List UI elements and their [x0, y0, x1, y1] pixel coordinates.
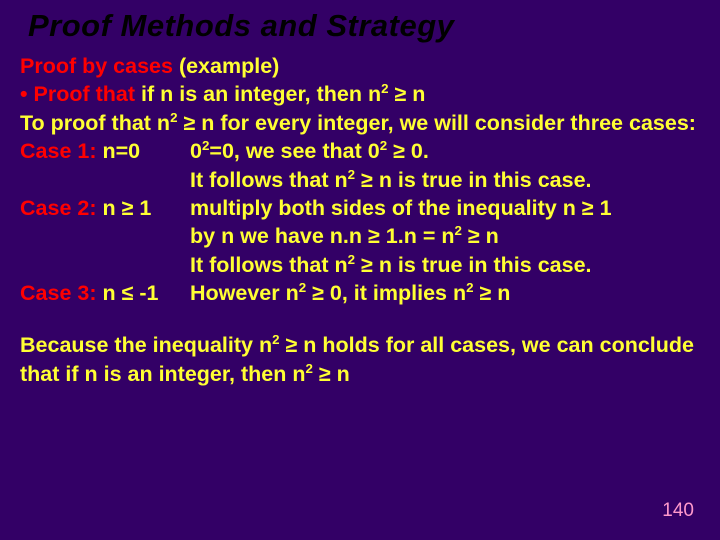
case-text: multiply both sides of the inequality n …: [190, 194, 702, 279]
case-label: Case 1: n=0: [20, 137, 190, 165]
case-line: multiply both sides of the inequality n …: [190, 194, 702, 222]
line-because: Because the inequality n2 ≥ n holds for …: [20, 331, 702, 388]
superscript: 2: [381, 81, 388, 96]
text: =0, we see that 0: [209, 139, 379, 163]
text: Because the inequality n: [20, 333, 272, 357]
text: 0: [190, 139, 202, 163]
line-proof-that: • Proof that if n is an integer, then n2…: [20, 80, 702, 108]
case-3: Case 3: n ≤ -1 However n 2 ≥ 0, it implie…: [20, 279, 702, 307]
text-accent: • Proof that: [20, 82, 135, 106]
text: ≥ n is true in this case.: [355, 168, 591, 192]
page-number: 140: [662, 500, 694, 522]
superscript: 2: [455, 223, 462, 238]
superscript: 2: [306, 361, 313, 376]
text: n ≤ -1: [97, 281, 159, 305]
text: ≥ n for every integer, we will consider …: [177, 111, 695, 135]
case-line: 02=0, we see that 02 ≥ 0.: [190, 137, 702, 165]
text-accent: Case 2:: [20, 196, 97, 220]
text: ≥ n is true in this case.: [355, 253, 591, 277]
text: if n is an integer, then n: [135, 82, 381, 106]
case-label: Case 3: n ≤ -1: [20, 279, 190, 307]
text: ≥ n: [474, 281, 511, 305]
slide-body: Proof by cases (example) • Proof that if…: [20, 52, 702, 388]
text: ≥ n: [462, 224, 499, 248]
slide: Proof Methods and Strategy Proof by case…: [0, 0, 720, 540]
line-to-proof: To proof that n2 ≥ n for every integer, …: [20, 109, 702, 137]
text-accent: Case 1:: [20, 139, 97, 163]
text: ≥ n: [313, 362, 350, 386]
case-2: Case 2: n ≥ 1 multiply both sides of the…: [20, 194, 702, 279]
text: ≥ 0, it implies n: [306, 281, 466, 305]
superscript: 2: [380, 138, 387, 153]
text: To proof that n: [20, 111, 170, 135]
text: ≥ n: [389, 82, 426, 106]
slide-title: Proof Methods and Strategy: [28, 8, 702, 44]
text-accent: Case 3:: [20, 281, 97, 305]
case-text: However n2 ≥ 0, it implies n2 ≥ n: [190, 279, 702, 307]
text: ≥ 0.: [387, 139, 429, 163]
text: n ≥ 1: [97, 196, 152, 220]
case-text: 02=0, we see that 02 ≥ 0. It follows tha…: [190, 137, 702, 194]
case-line: It follows that n2 ≥ n is true in this c…: [190, 251, 702, 279]
case-1: Case 1: n=0 02=0, we see that 02 ≥ 0. It…: [20, 137, 702, 194]
line-proof-by-cases: Proof by cases (example): [20, 52, 702, 80]
text: However n: [190, 281, 299, 305]
superscript: 2: [348, 251, 355, 266]
text: by n we have n.n ≥ 1.n = n: [190, 224, 455, 248]
superscript: 2: [272, 332, 279, 347]
case-line: by n we have n.n ≥ 1.n = n2 ≥ n: [190, 222, 702, 250]
case-label: Case 2: n ≥ 1: [20, 194, 190, 222]
text: (example): [173, 54, 279, 78]
text: It follows that n: [190, 253, 348, 277]
text: It follows that n: [190, 168, 348, 192]
text-accent: Proof by cases: [20, 54, 173, 78]
superscript: 2: [348, 166, 355, 181]
superscript: 2: [466, 280, 473, 295]
case-line: It follows that n2 ≥ n is true in this c…: [190, 166, 702, 194]
case-line: However n2 ≥ 0, it implies n2 ≥ n: [190, 279, 702, 307]
text: n=0: [97, 139, 141, 163]
